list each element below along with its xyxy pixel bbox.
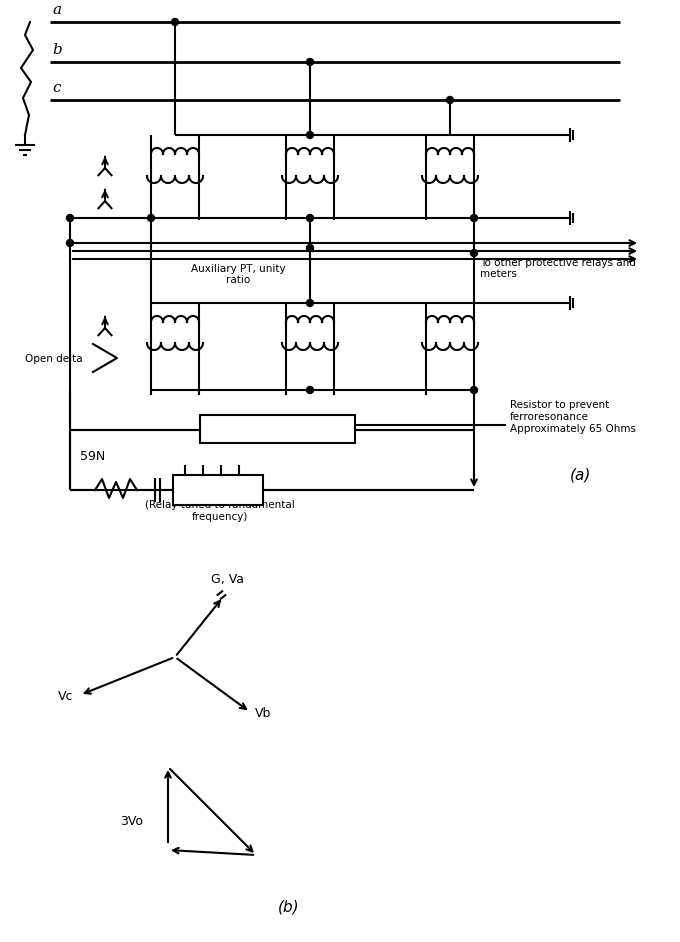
Circle shape — [307, 245, 313, 252]
Text: (a): (a) — [570, 468, 592, 483]
Text: 59N: 59N — [80, 450, 105, 463]
Text: 3Vo: 3Vo — [120, 815, 143, 828]
Text: Open delta: Open delta — [25, 354, 83, 364]
Circle shape — [307, 58, 313, 66]
Circle shape — [148, 215, 154, 221]
Text: Vc: Vc — [58, 690, 73, 703]
Circle shape — [307, 300, 313, 306]
Bar — [173, 475, 263, 505]
Text: (Relay tuned to fundamental: (Relay tuned to fundamental — [145, 500, 295, 510]
Circle shape — [307, 215, 313, 221]
Circle shape — [447, 96, 454, 104]
Text: ferroresonance: ferroresonance — [510, 412, 589, 422]
Circle shape — [307, 132, 313, 138]
Text: b: b — [52, 43, 62, 57]
Circle shape — [67, 215, 73, 221]
Text: Vb: Vb — [255, 707, 271, 720]
Text: Resistor to prevent: Resistor to prevent — [510, 400, 609, 410]
Circle shape — [307, 386, 313, 394]
Circle shape — [471, 386, 477, 394]
Text: Approximately 65 Ohms: Approximately 65 Ohms — [510, 424, 636, 434]
Text: a: a — [52, 3, 61, 17]
Circle shape — [171, 19, 178, 25]
Circle shape — [471, 250, 477, 256]
Text: c: c — [52, 81, 61, 95]
Text: frequency): frequency) — [192, 512, 248, 522]
Circle shape — [67, 239, 73, 247]
Text: meters: meters — [480, 269, 517, 279]
Text: G, Va: G, Va — [211, 573, 244, 586]
Circle shape — [471, 215, 477, 221]
Text: To other protective relays and: To other protective relays and — [480, 258, 636, 268]
Text: Auxiliary PT, unity: Auxiliary PT, unity — [190, 264, 286, 274]
Bar — [200, 415, 355, 443]
Text: (b): (b) — [278, 900, 300, 915]
Text: ratio: ratio — [226, 275, 250, 285]
